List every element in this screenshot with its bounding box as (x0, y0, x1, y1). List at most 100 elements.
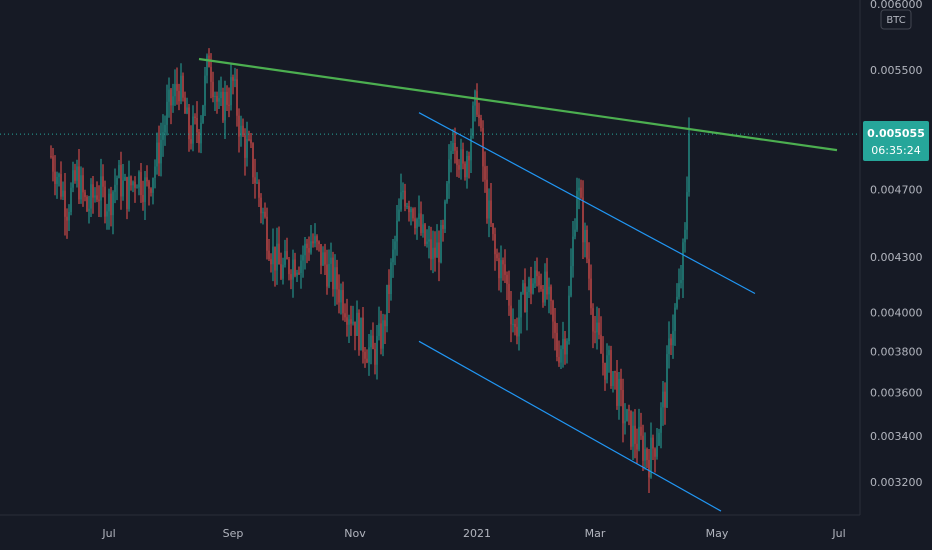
candle-body (570, 266, 572, 296)
candle-body (266, 216, 268, 251)
candle-body (462, 149, 464, 164)
candle-body (288, 259, 290, 275)
candle-body (204, 75, 206, 106)
time-tick-label: Jul (831, 527, 845, 540)
candle-body (600, 334, 602, 354)
candle-body (454, 142, 456, 151)
candle-body (102, 176, 104, 187)
candle-body (626, 409, 628, 422)
candle-body (196, 117, 198, 133)
candle-body (666, 354, 668, 408)
candle-body (578, 187, 580, 191)
candle-body (458, 165, 460, 170)
candle-body (330, 257, 332, 264)
candle-body (494, 234, 496, 255)
green-resistance-trendline[interactable] (198, 57, 838, 152)
time-tick-label: Sep (223, 527, 244, 540)
candle-body (166, 101, 168, 125)
candle-body (156, 142, 158, 167)
candle-body (420, 213, 422, 233)
candle-body (118, 165, 120, 178)
candle-body (54, 171, 56, 184)
candle-body (526, 291, 528, 313)
candle-body (572, 236, 574, 267)
candle-body (548, 286, 550, 295)
candle-body (522, 283, 524, 293)
candle-body (98, 199, 100, 201)
candle-body (390, 262, 392, 295)
candle-body (240, 125, 242, 137)
candle-body (668, 338, 670, 355)
candle-body (470, 135, 472, 161)
candle-body (514, 323, 516, 327)
candle-body (108, 193, 110, 212)
candle-body (316, 236, 318, 242)
candle-body (520, 292, 522, 318)
candle-body (574, 229, 576, 237)
candle-body (586, 229, 588, 259)
candle-body (642, 435, 644, 461)
candle-body (368, 347, 370, 363)
candle-body (688, 134, 690, 193)
time-axis[interactable]: Jul Sep Nov 2021 Mar May Jul (101, 527, 845, 540)
candle-body (656, 445, 658, 457)
candle-body (90, 184, 92, 209)
candle-body (328, 263, 330, 287)
candle-body (314, 236, 316, 244)
candle-body (516, 326, 518, 337)
candle-body (50, 156, 52, 158)
candle-body (348, 319, 350, 325)
candle-body (606, 355, 608, 380)
candle-body (670, 338, 672, 346)
candle-body (154, 166, 156, 179)
time-tick-label: Jul (101, 527, 115, 540)
candle-body (320, 244, 322, 266)
candle-body (556, 332, 558, 357)
candle-body (486, 179, 488, 219)
candle-body (86, 196, 88, 212)
candle-body (450, 150, 452, 160)
candle-body (378, 323, 380, 337)
candle-body (444, 201, 446, 229)
candle-body (552, 300, 554, 322)
candle-body (592, 308, 594, 332)
candle-body (500, 260, 502, 279)
candle-body (76, 166, 78, 181)
candle-body (614, 371, 616, 373)
candle-body (362, 317, 364, 352)
candle-body (490, 200, 492, 224)
candle-body (234, 79, 236, 81)
candle-body (604, 362, 606, 380)
candle-body (114, 184, 116, 192)
candle-body (402, 190, 404, 193)
candle-body (190, 139, 192, 144)
candle-body (386, 284, 388, 327)
candle-body (480, 118, 482, 129)
candle-body (598, 322, 600, 335)
candle-body (332, 257, 334, 290)
candle-body (440, 225, 442, 263)
candle-body (392, 249, 394, 263)
candle-body (530, 278, 532, 294)
candle-body (290, 274, 292, 280)
candle-body (242, 125, 244, 136)
candle-body (594, 331, 596, 333)
candle-body (180, 75, 182, 102)
channel-lower-line[interactable] (418, 340, 722, 512)
candle-body (678, 283, 680, 297)
candle-body (162, 132, 164, 140)
candle-body (276, 243, 278, 271)
candle-body (124, 177, 126, 181)
time-tick-label: 2021 (463, 527, 491, 540)
candle-body (524, 283, 526, 313)
candle-body (200, 122, 202, 144)
candle-body (280, 264, 282, 279)
candle-body (430, 239, 432, 260)
candle-body (344, 313, 346, 318)
channel-upper-line[interactable] (418, 112, 756, 294)
price-tick-label: 0.003800 (870, 345, 923, 358)
candle-body (252, 143, 254, 178)
